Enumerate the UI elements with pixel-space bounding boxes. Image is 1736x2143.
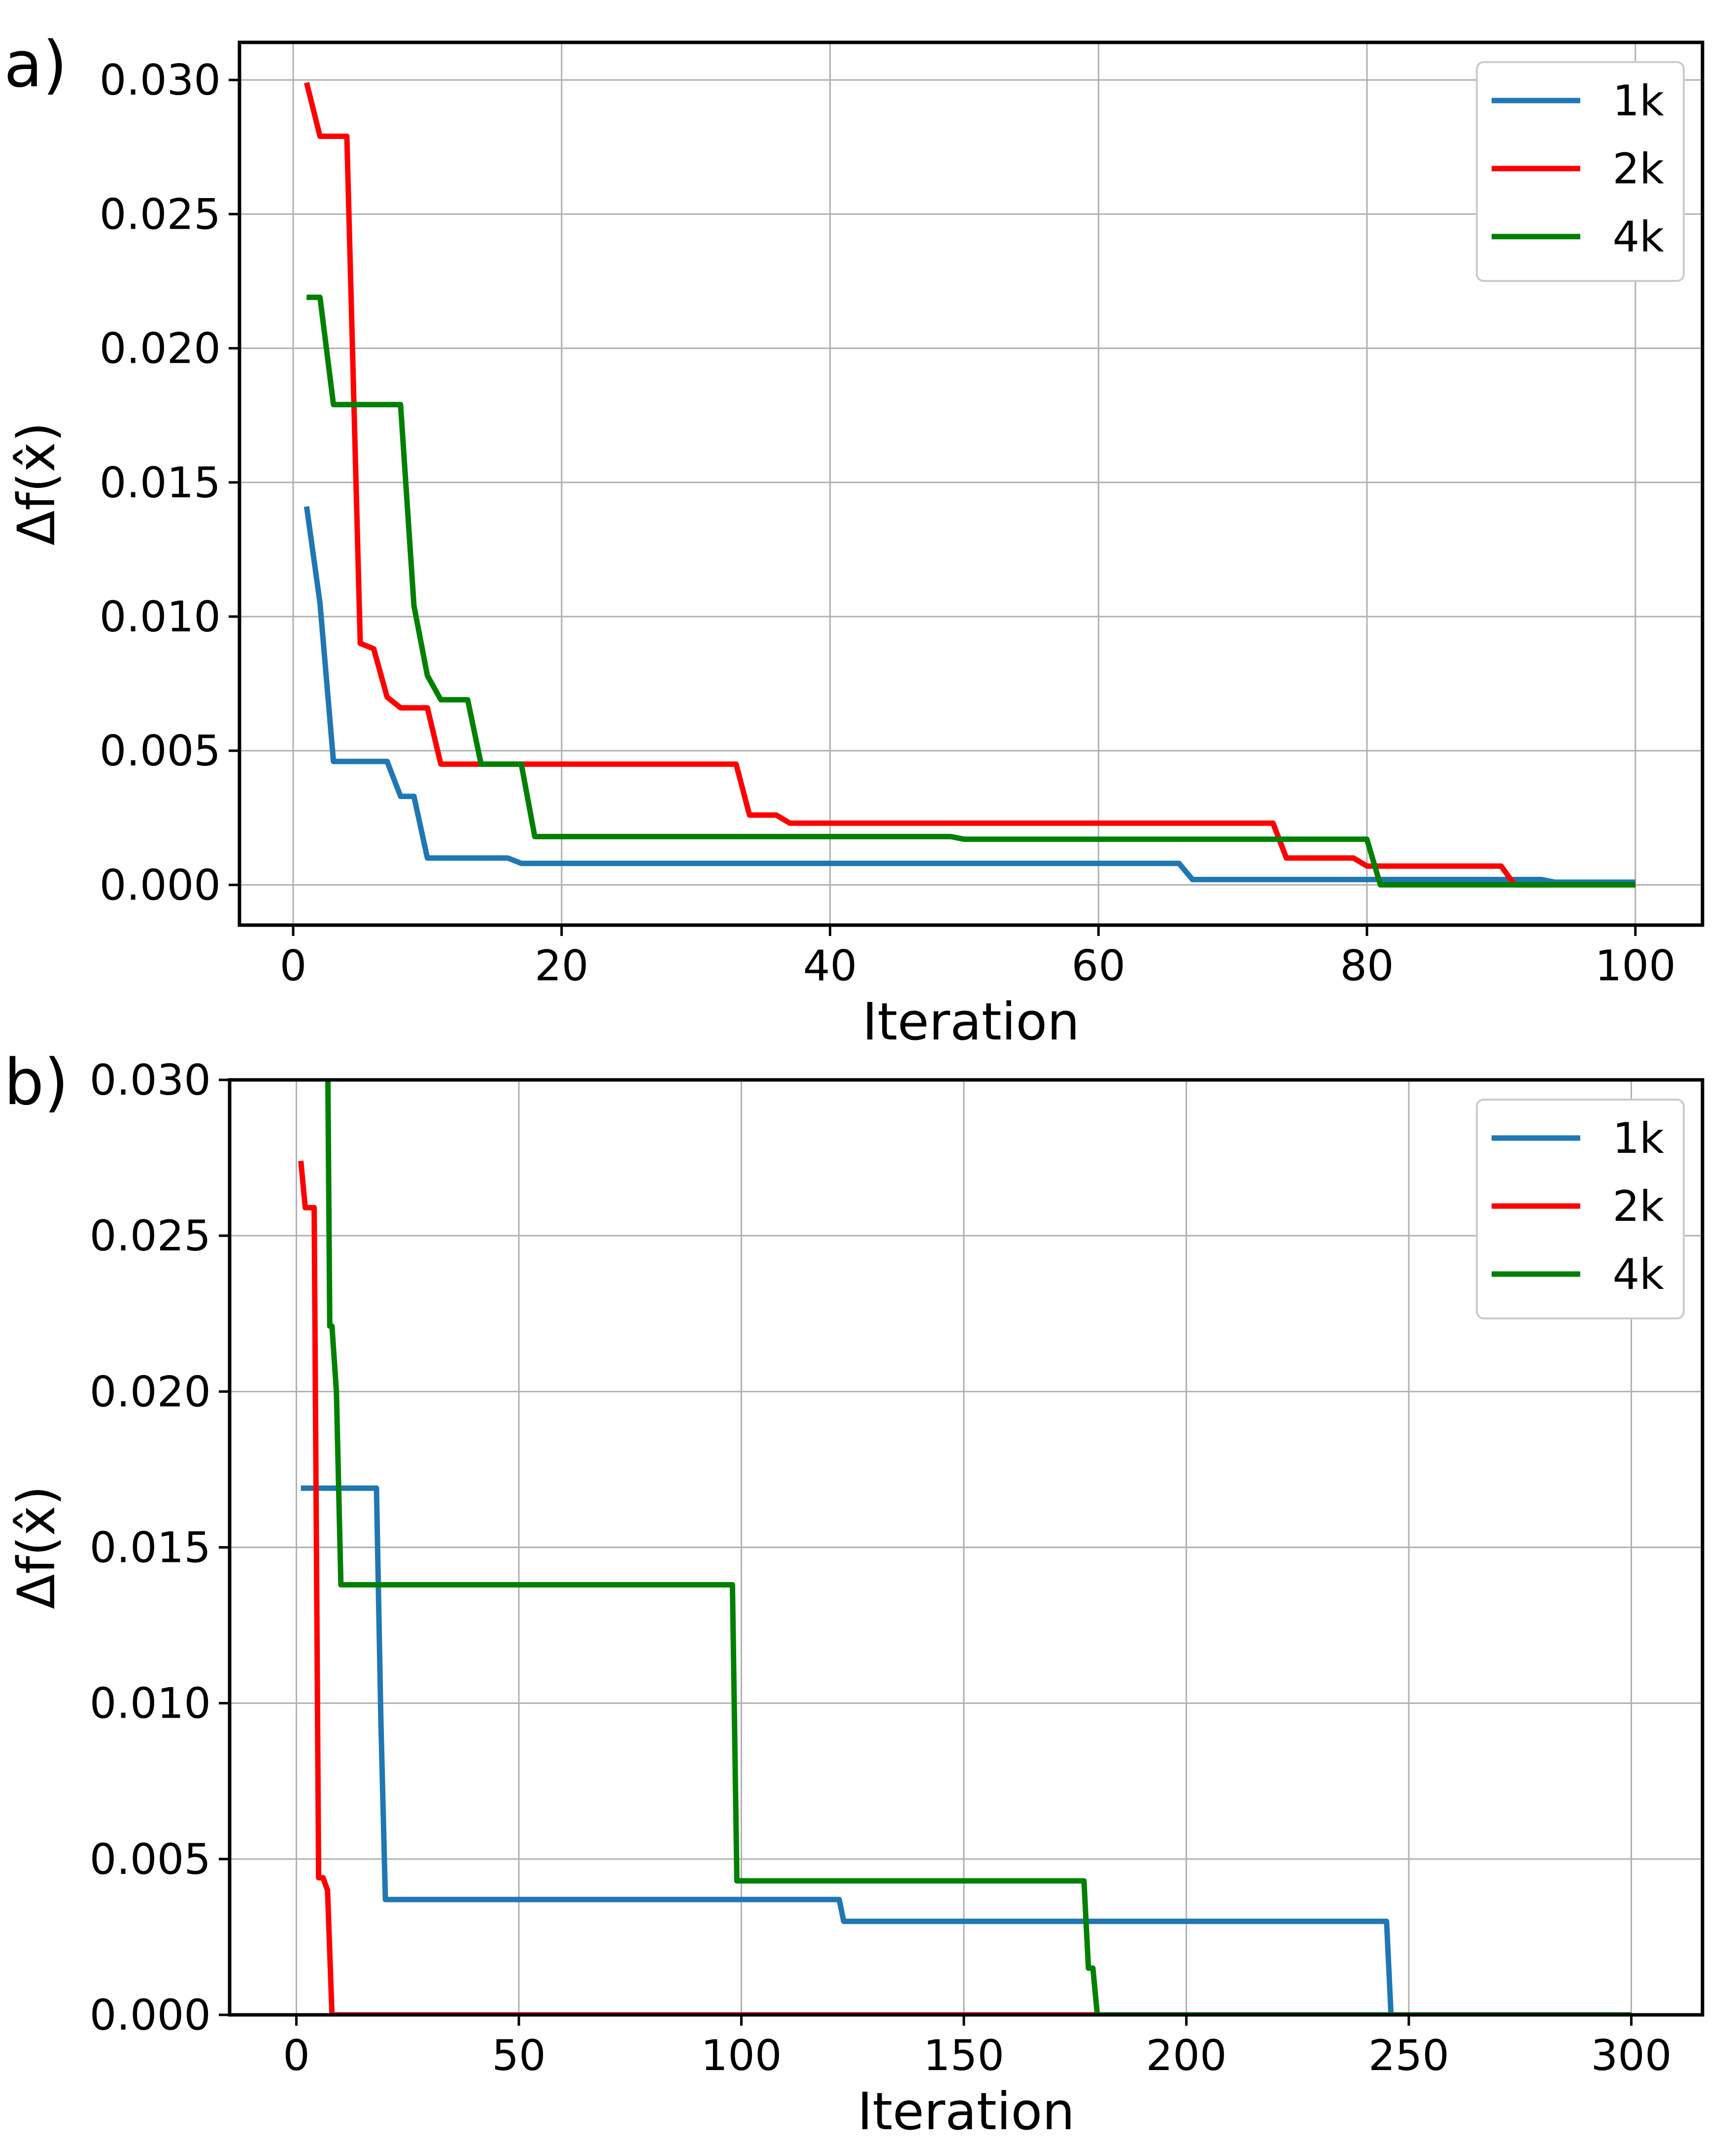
plot-area-a — [238, 40, 1704, 927]
legend-b: 1k 2k 4k — [1476, 1099, 1685, 1319]
y-tick-label-a-6: 0.030 — [100, 56, 221, 105]
series-line-2k-a — [304, 82, 1635, 888]
y-tick-label-b-4: 0.020 — [90, 1367, 211, 1417]
series-line-4k-a — [306, 294, 1635, 888]
x-tick-label-b-5: 250 — [1368, 2031, 1449, 2080]
y-tick-label-a-5: 0.025 — [100, 190, 221, 239]
y-tick-label-a-0: 0.000 — [100, 861, 221, 910]
y-tick-label-b-6: 0.030 — [90, 1056, 211, 1105]
x-tick-label-b-0: 0 — [283, 2031, 310, 2080]
x-tick-label-a-3: 60 — [1072, 941, 1125, 991]
legend-label-2k-b: 2k — [1612, 1182, 1664, 1231]
y-axis-title-b: Δf(x̂) — [6, 1486, 67, 1609]
x-tick-label-a-0: 0 — [280, 941, 307, 991]
legend-label-4k-a: 4k — [1612, 212, 1664, 262]
x-tick-label-b-2: 100 — [701, 2031, 782, 2080]
x-axis-title-b: Iteration — [857, 2081, 1075, 2142]
legend-label-1k-a: 1k — [1612, 76, 1664, 126]
series-line-4k-b — [325, 1080, 1632, 2015]
legend-label-2k-a: 2k — [1612, 144, 1664, 194]
x-tick-label-a-2: 40 — [803, 941, 857, 991]
y-axis-title-a: Δf(x̂) — [6, 422, 67, 545]
panel-b-chart: b) 0 50 100 150 200 250 300 0.000 0.005 0.010 0.01… — [4, 1046, 1704, 2142]
y-tick-label-a-4: 0.020 — [100, 324, 221, 374]
x-axis-title-a: Iteration — [862, 992, 1080, 1052]
x-tick-label-a-5: 100 — [1595, 941, 1676, 991]
series-line-2k-b — [298, 1160, 1632, 2015]
y-tick-label-b-2: 0.010 — [90, 1679, 211, 1728]
x-tick-label-b-4: 200 — [1146, 2031, 1226, 2080]
x-tick-label-b-3: 150 — [923, 2031, 1004, 2080]
y-tick-label-a-3: 0.015 — [100, 458, 221, 508]
x-tick-label-b-6: 300 — [1591, 2031, 1671, 2080]
legend-a: 1k 2k 4k — [1476, 61, 1685, 282]
x-tick-label-a-4: 80 — [1340, 941, 1394, 991]
panel-label-a: a) — [4, 28, 67, 102]
x-tick-label-a-1: 20 — [535, 941, 588, 991]
y-tick-label-a-2: 0.010 — [100, 592, 221, 642]
y-tick-label-b-0: 0.000 — [90, 1991, 211, 2040]
series-line-1k-b — [301, 1485, 1632, 2015]
y-tick-label-b-1: 0.005 — [90, 1835, 211, 1884]
legend-frame-b — [1476, 1099, 1685, 1319]
legend-frame-a — [1476, 61, 1685, 282]
legend-label-1k-b: 1k — [1612, 1114, 1664, 1163]
y-tick-label-b-3: 0.015 — [90, 1523, 211, 1573]
panel-label-b: b) — [4, 1046, 68, 1119]
y-tick-label-a-1: 0.005 — [100, 726, 221, 776]
x-tick-label-b-1: 50 — [492, 2031, 545, 2080]
series-line-1k-a — [304, 506, 1635, 885]
y-tick-label-b-5: 0.025 — [90, 1211, 211, 1261]
panel-a-chart: a) 0 20 40 60 80 100 0.000 0.005 0.010 0.015 0.020… — [4, 28, 1704, 1052]
legend-label-4k-b: 4k — [1612, 1250, 1664, 1299]
